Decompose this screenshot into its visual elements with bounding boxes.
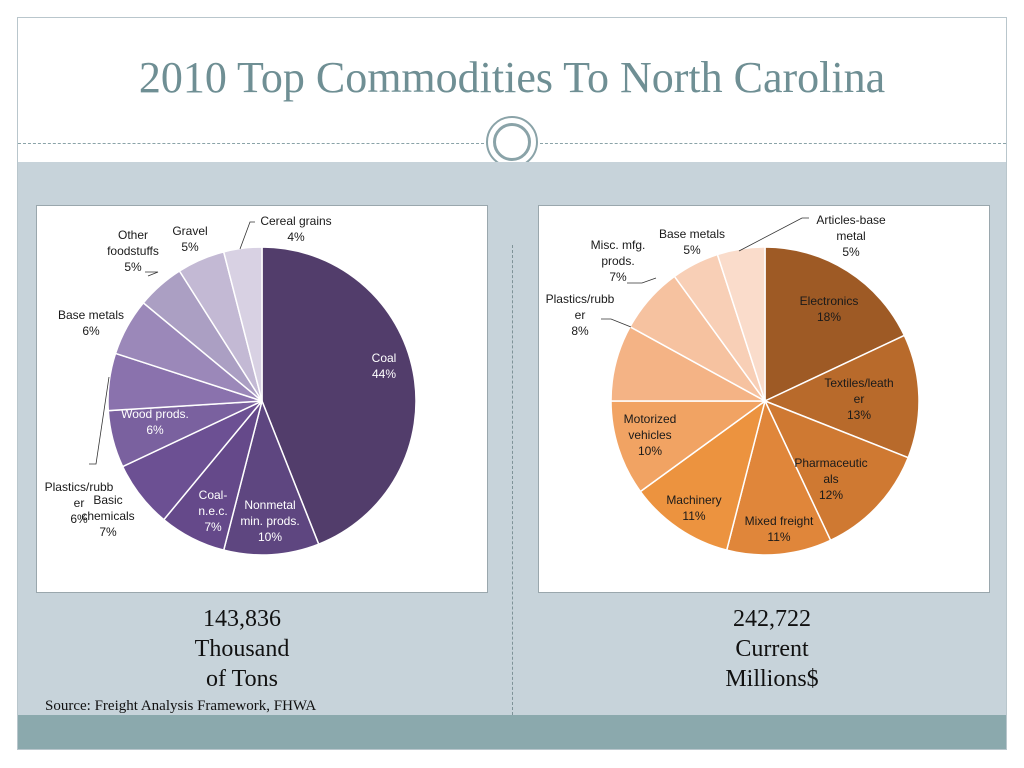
slice-label-gravel: Gravel 5% bbox=[172, 224, 207, 254]
slice-label-coal: Coal 44% bbox=[372, 351, 397, 381]
pie-slice-electronics bbox=[764, 246, 906, 403]
value-total: 242,722 Current Millions$ bbox=[672, 604, 872, 694]
slice-label-nonmetal: Nonmetal min. prods. 10% bbox=[240, 498, 299, 544]
leader-line-plastics-rubb bbox=[601, 318, 632, 328]
slice-label-misc-mfg: Misc. mfg. prods. 7% bbox=[591, 238, 646, 284]
pie-slice-mixed-freight bbox=[725, 398, 832, 556]
source-note: Source: Freight Analysis Framework, FHWA bbox=[45, 698, 317, 714]
tons-chart-box: Coal 44% Nonmetal min. prods. 10% Coal-n.e.c.… bbox=[36, 205, 488, 593]
title-divider-right bbox=[540, 143, 1006, 144]
value-total-unit-1: Current bbox=[735, 636, 809, 662]
slice-label-articles-base: Articles-base metal 5% bbox=[816, 213, 886, 259]
value-total-value: 242,722 bbox=[733, 606, 811, 632]
leader-line-other bbox=[145, 271, 159, 277]
slide-title: 2010 Top Commodities To North Carolina bbox=[138, 53, 886, 102]
footer-bar bbox=[18, 715, 1006, 749]
slice-label-base-metals: Base metals 5% bbox=[659, 227, 725, 257]
value-total-unit-2: Millions$ bbox=[725, 666, 819, 692]
leader-line-cereal-grains bbox=[239, 221, 255, 250]
slice-label-wood-prods: Wood prods. 6% bbox=[121, 407, 189, 437]
slice-label-pharmaceutic: Pharmaceutic als 12% bbox=[794, 456, 867, 502]
pie-slice-articles-base bbox=[716, 246, 766, 402]
pie-slice-nonmetal bbox=[222, 398, 320, 556]
slice-label-cereal-grains: Cereal grains 4% bbox=[260, 214, 331, 244]
pie-slice-textiles-leath bbox=[763, 334, 920, 459]
slice-label-basic: Basic chemicals 7% bbox=[81, 493, 134, 539]
tons-pie-chart: Coal 44% Nonmetal min. prods. 10% Coal-n.e.c.… bbox=[45, 214, 417, 556]
tons-total-unit-1: Thousand bbox=[194, 636, 290, 662]
slice-label-other: Other foodstuffs 5% bbox=[107, 228, 159, 274]
slice-label-mixed-freight: Mixed freight 11% bbox=[745, 514, 814, 544]
tons-total: 143,836 Thousand of Tons bbox=[142, 604, 342, 694]
leader-line-misc-mfg bbox=[627, 277, 657, 284]
divider-ring-inner bbox=[493, 123, 531, 161]
slice-label-electronics: Electronics 18% bbox=[800, 294, 859, 324]
tons-total-value: 143,836 bbox=[203, 606, 281, 632]
divider-ring-ornament bbox=[486, 116, 538, 168]
leader-line-plastics-rubb bbox=[89, 376, 110, 465]
pie-slice-motorized bbox=[610, 400, 768, 493]
leader-line-articles-base bbox=[738, 217, 809, 252]
slice-label-plastics-rubb: Plastics/rubb er 8% bbox=[546, 292, 615, 338]
pie-slice-coal bbox=[261, 246, 417, 546]
panel-divider bbox=[512, 245, 513, 715]
slice-label-motorized: Motorized vehicles 10% bbox=[624, 412, 677, 458]
slice-label-machinery: Machinery 11% bbox=[666, 493, 721, 523]
title-divider-left bbox=[18, 143, 484, 144]
value-chart-box: Electronics 18% Textiles/leath er 13% Pharmac… bbox=[538, 205, 990, 593]
tons-total-unit-2: of Tons bbox=[206, 666, 278, 692]
slice-label-textiles-leath: Textiles/leath er 13% bbox=[824, 376, 893, 422]
slice-label-coal: Coal-n.e.c. 7% bbox=[198, 488, 227, 534]
slice-label-base-metals: Base metals 6% bbox=[58, 308, 124, 338]
pie-slice-pharmaceutic bbox=[763, 399, 910, 542]
pie-slice-cereal-grains bbox=[222, 246, 263, 402]
value-pie-chart: Electronics 18% Textiles/leath er 13% Pharmac… bbox=[546, 213, 920, 556]
slice-label-plastics-rubb: Plastics/rubb er 6% bbox=[45, 480, 114, 526]
pie-slice-machinery bbox=[639, 399, 767, 552]
